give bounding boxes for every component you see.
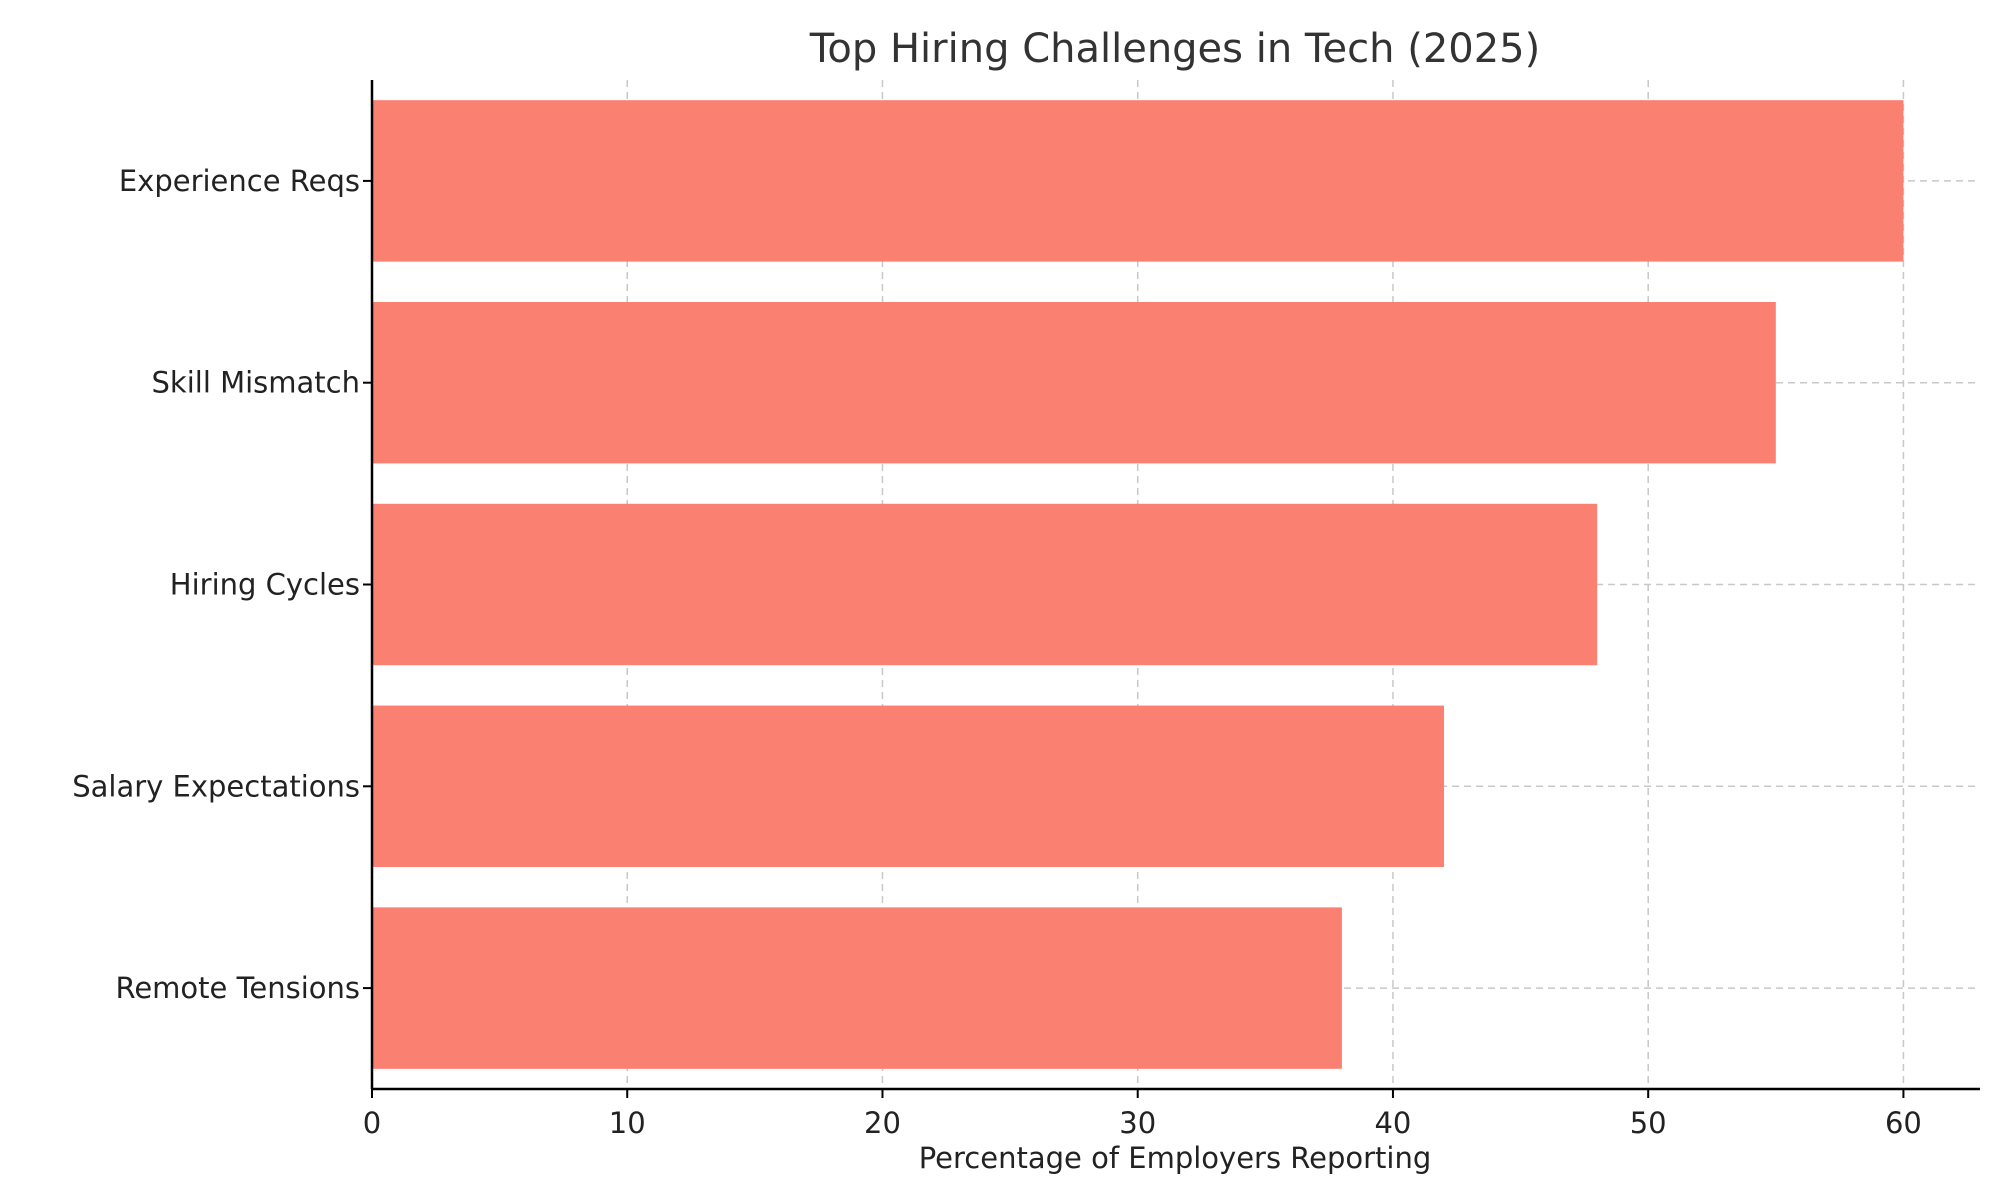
bar [372,302,1776,463]
x-tick-label: 20 [864,1106,901,1140]
bar [372,907,1342,1068]
y-tick-labels: Experience Reqs Skill Mismatch Hiring Cycl… [72,164,360,1005]
x-axis-label: Percentage of Employers Reporting [919,1141,1432,1175]
bar [372,100,1903,261]
x-tick-label: 30 [1119,1106,1156,1140]
chart-title: Top Hiring Challenges in Tech (2025) [809,26,1540,72]
y-tick-label: Skill Mismatch [152,366,361,400]
x-tick-label: 0 [363,1106,381,1140]
y-tick-label: Remote Tensions [115,971,360,1005]
x-tick-label: 50 [1630,1106,1667,1140]
x-tick-label: 10 [609,1106,646,1140]
bar [372,706,1444,867]
y-tick-label: Experience Reqs [119,164,360,198]
x-tick-label: 60 [1885,1106,1922,1140]
y-tick-label: Salary Expectations [72,769,360,803]
x-tick-label: 40 [1374,1106,1411,1140]
bar [372,504,1597,665]
x-tick-labels: 0 10 20 30 40 50 60 [363,1106,1922,1140]
y-tick-label: Hiring Cycles [170,568,360,602]
